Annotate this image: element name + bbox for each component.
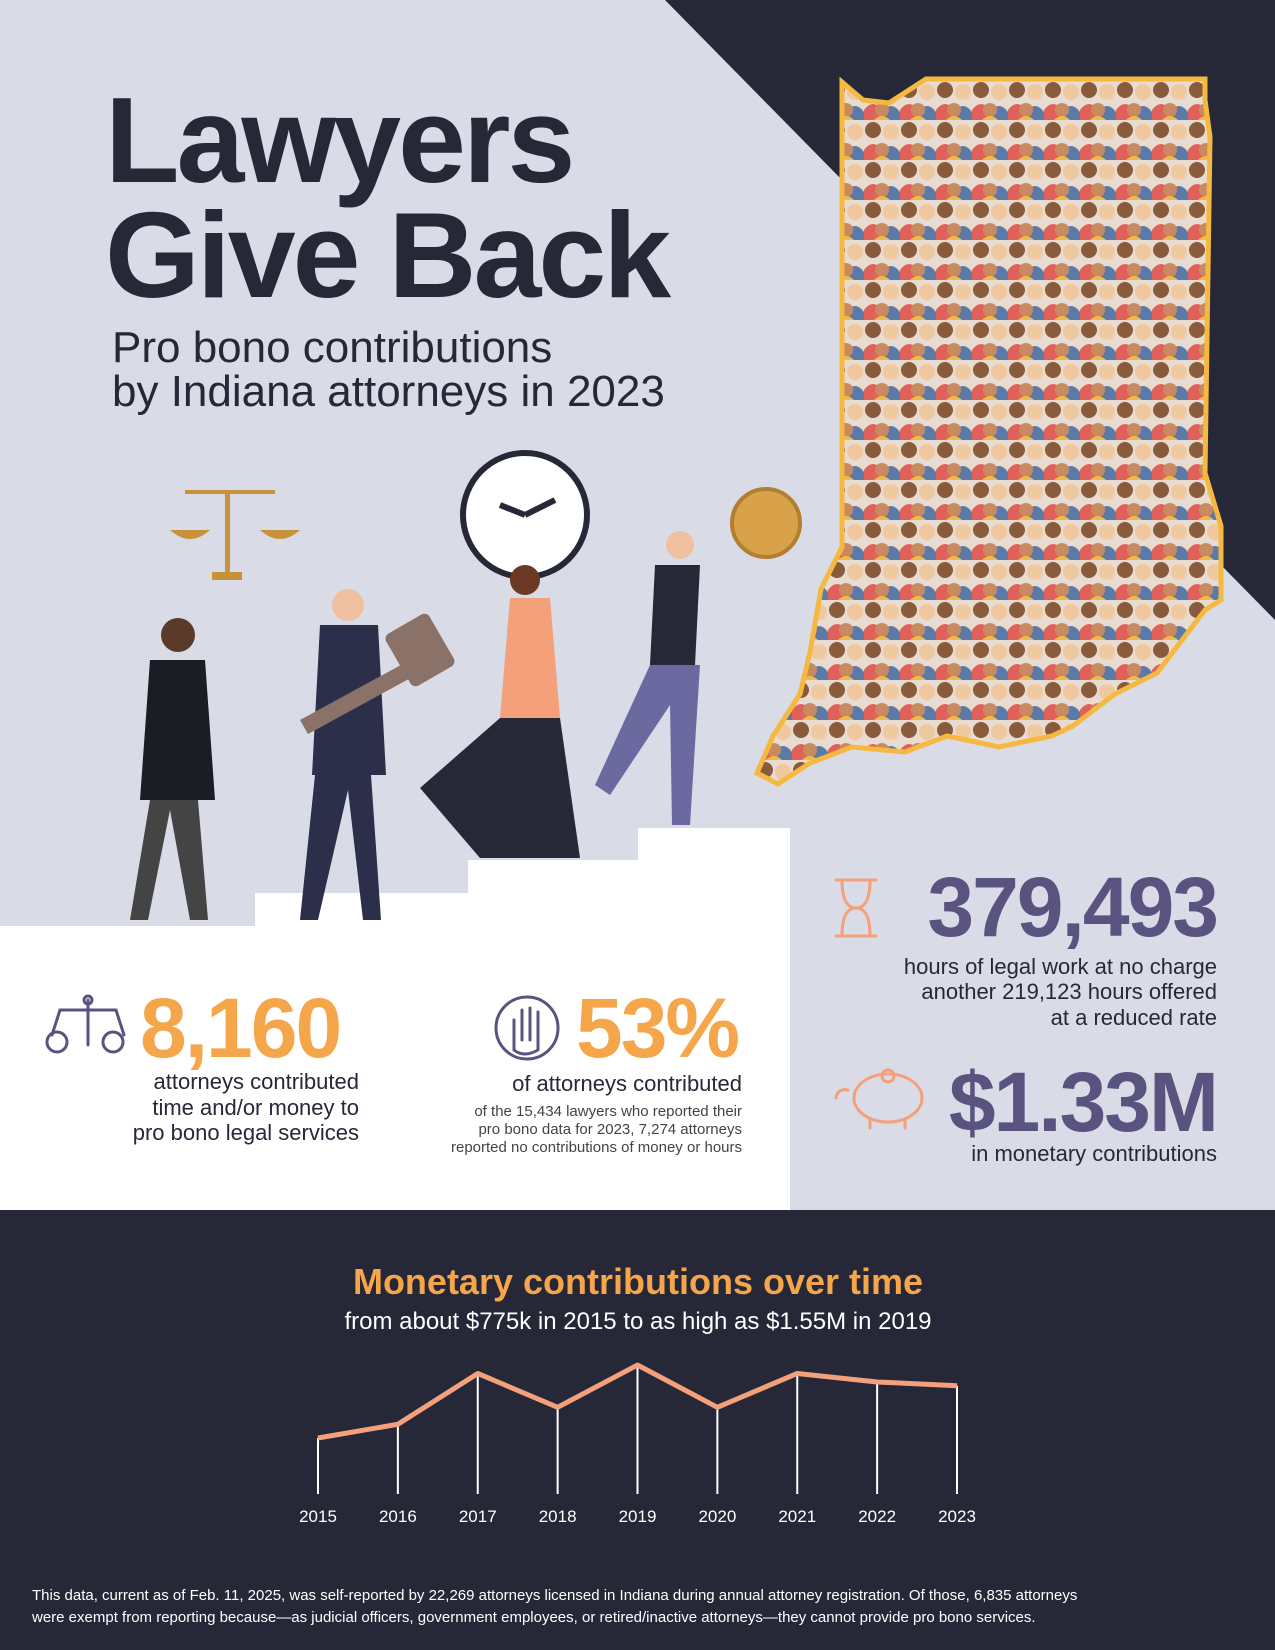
footnote: were exempt from reporting because—as ju… (31, 1609, 1036, 1626)
stat-text: of attorneys contributed (512, 1071, 742, 1096)
subtitle: by Indiana attorneys in 2023 (112, 367, 665, 416)
stat-value: 8,160 (140, 981, 340, 1075)
x-tick-label: 2015 (299, 1507, 337, 1526)
scales-icon (45, 994, 126, 1054)
x-tick-label: 2021 (778, 1507, 816, 1526)
chart-subtitle: from about $775k in 2015 to as high as $… (344, 1308, 931, 1335)
stat-text: another 219,123 hours offered (921, 979, 1217, 1004)
indiana-map (753, 76, 1224, 787)
step (638, 828, 790, 868)
footnote: This data, current as of Feb. 11, 2025, … (32, 1587, 1077, 1604)
stat-note: reported no contributions of money or ho… (451, 1139, 742, 1156)
hourglass-icon (834, 878, 878, 938)
x-tick-label: 2019 (619, 1507, 657, 1526)
title: Give Back (105, 187, 671, 323)
stat-value: 53% (576, 981, 738, 1075)
stat-text: in monetary contributions (971, 1141, 1217, 1166)
x-tick-label: 2018 (539, 1507, 577, 1526)
x-tick-label: 2023 (938, 1507, 976, 1526)
x-tick-label: 2022 (858, 1507, 896, 1526)
stat-value: 379,493 (927, 860, 1217, 954)
x-tick-label: 2020 (698, 1507, 736, 1526)
stat-note: of the 15,434 lawyers who reported their (474, 1103, 742, 1120)
white-panel (0, 926, 790, 1210)
piggy-icon (834, 1068, 924, 1130)
stat-text: pro bono legal services (133, 1120, 359, 1145)
stat-value: $1.33M (949, 1055, 1217, 1149)
subtitle: Pro bono contributions (112, 323, 552, 372)
stat-text: hours of legal work at no charge (904, 954, 1217, 979)
chart-title: Monetary contributions over time (353, 1261, 923, 1302)
stat-note: pro bono data for 2023, 7,274 attorneys (478, 1121, 742, 1138)
line-chart: 2015 2016 2017 2018 2019 2020 2021 2022 2023 (299, 1362, 976, 1526)
stat-text: at a reduced rate (1051, 1005, 1217, 1030)
hand-icon (494, 995, 560, 1061)
title: Lawyers (105, 72, 572, 208)
stat-text: attorneys contributed (154, 1069, 359, 1094)
line (317, 1362, 958, 1441)
illustration (130, 450, 802, 920)
x-tick-label: 2017 (459, 1507, 497, 1526)
stat-text: time and/or money to (152, 1095, 359, 1120)
x-tick-label: 2016 (379, 1507, 417, 1526)
